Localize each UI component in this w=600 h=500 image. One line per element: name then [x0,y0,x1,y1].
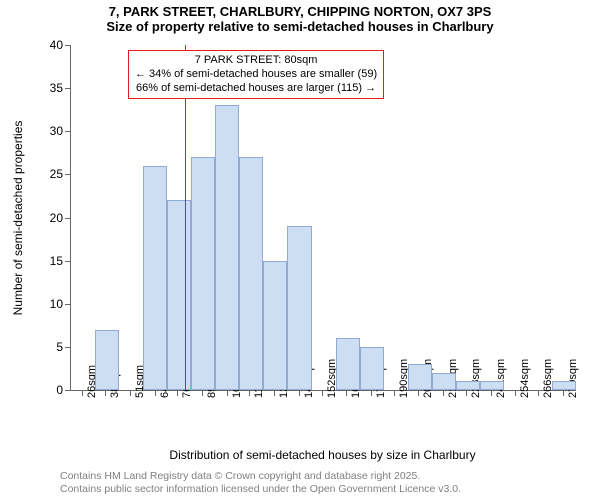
x-tick [202,390,203,396]
x-tick [249,390,250,396]
chart-container: 7, PARK STREET, CHARLBURY, CHIPPING NORT… [0,0,600,500]
x-tick [177,390,178,396]
y-tick-label: 0 [56,383,63,397]
attribution-line-2: Contains public sector information licen… [60,483,461,496]
x-tick [443,390,444,396]
title-line-1: 7, PARK STREET, CHARLBURY, CHIPPING NORT… [0,0,600,19]
x-tick-label: 266sqm [542,359,554,398]
x-tick [274,390,275,396]
attribution: Contains HM Land Registry data © Crown c… [60,470,461,496]
y-tick [65,88,71,89]
annotation-box: 7 PARK STREET: 80sqm← 34% of semi-detach… [128,50,384,99]
histogram-bar [191,157,215,390]
histogram-bar [552,381,576,390]
x-tick [322,390,323,396]
x-axis-label: Distribution of semi-detached houses by … [169,448,475,462]
y-tick-label: 15 [50,254,63,268]
x-tick [394,390,395,396]
x-tick [466,390,467,396]
histogram-bar [263,261,287,390]
x-tick [82,390,83,396]
histogram-bar [287,226,311,390]
x-tick-label: 241sqm [495,359,507,398]
x-tick [563,390,564,396]
plot-area: 051015202530354026sqm38sqm51sqm64sqm76sq… [70,45,576,391]
histogram-bar [95,330,119,390]
x-tick-label: 254sqm [519,359,531,398]
y-tick [65,261,71,262]
y-tick [65,174,71,175]
x-tick-label: 228sqm [470,359,482,398]
x-tick [491,390,492,396]
y-tick-label: 30 [50,124,63,138]
histogram-bar [432,373,456,390]
x-tick [227,390,228,396]
y-tick-label: 25 [50,167,63,181]
histogram-bar [336,338,360,390]
histogram-bar [408,364,432,390]
histogram-bar [360,347,384,390]
x-tick [418,390,419,396]
title-line-2: Size of property relative to semi-detach… [0,19,600,34]
y-tick [65,390,71,391]
y-tick-label: 10 [50,297,63,311]
histogram-bar [239,157,263,390]
x-tick [130,390,131,396]
x-tick [155,390,156,396]
y-tick-label: 20 [50,211,63,225]
histogram-bar [143,166,167,390]
x-tick-label: 279sqm [567,359,579,398]
y-axis-label: Number of semi-detached properties [11,120,25,315]
y-tick-label: 5 [56,340,63,354]
histogram-bar [167,200,191,390]
x-tick [538,390,539,396]
y-tick [65,304,71,305]
histogram-bar [456,381,480,390]
y-tick [65,45,71,46]
y-tick [65,218,71,219]
histogram-bar [480,381,504,390]
y-tick-label: 40 [50,38,63,52]
y-tick-label: 35 [50,81,63,95]
x-tick [515,390,516,396]
x-tick [346,390,347,396]
x-tick [371,390,372,396]
y-tick [65,347,71,348]
histogram-bar [215,105,239,390]
y-tick [65,131,71,132]
annotation-line: ← 34% of semi-detached houses are smalle… [135,68,377,82]
x-tick [105,390,106,396]
annotation-line: 66% of semi-detached houses are larger (… [135,82,377,96]
x-tick [299,390,300,396]
attribution-line-1: Contains HM Land Registry data © Crown c… [60,470,461,483]
annotation-line: 7 PARK STREET: 80sqm [135,54,377,68]
